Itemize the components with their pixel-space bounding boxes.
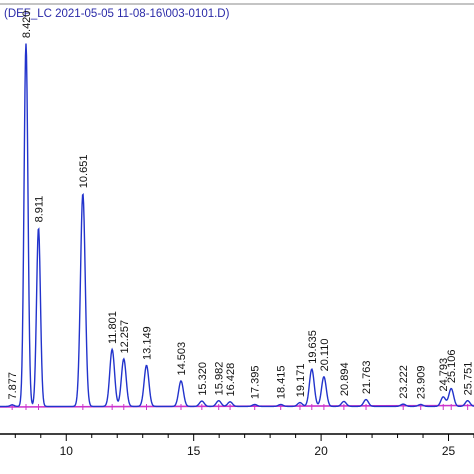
- peak-label: 7.877: [7, 372, 19, 400]
- peak-label: 25.106: [446, 349, 458, 383]
- peak-label: 15.320: [197, 362, 209, 396]
- peak-label: 17.395: [250, 365, 262, 399]
- peak-label: 10.651: [78, 155, 90, 189]
- peak-label: 23.909: [416, 365, 428, 399]
- peak-label: 20.894: [339, 362, 351, 396]
- peak-label: 16.428: [225, 363, 237, 397]
- header-title: (DEF_LC 2021-05-05 11-08-16\003-0101.D): [4, 8, 230, 20]
- peak-label: 19.171: [295, 364, 307, 398]
- x-tick-label: 20: [314, 444, 328, 458]
- peak-label: 20.110: [319, 339, 331, 372]
- peak-label: 21.763: [361, 361, 373, 395]
- peak-label: 24.793: [438, 358, 450, 392]
- peak-label: 15.982: [214, 362, 226, 396]
- x-tick-label: 15: [187, 444, 201, 458]
- peak-label: 12.257: [119, 320, 131, 354]
- plot-area: 7.877 8.420 8.911 10.651 11.801 12.257 13.149 1…: [0, 11, 474, 458]
- peak-label: 8.420: [21, 11, 33, 39]
- peak-label: 11.801: [107, 311, 119, 344]
- peak-labels: 7.877 8.420 8.911 10.651 11.801 12.257 13.149 1…: [7, 11, 474, 400]
- peak-label: 8.911: [34, 196, 46, 223]
- peak-label: 14.503: [176, 342, 188, 376]
- peak-label: 19.635: [307, 330, 319, 364]
- peak-label: 23.222: [398, 365, 410, 399]
- x-tick-label: 25: [442, 444, 456, 458]
- peak-label: 13.149: [142, 326, 154, 360]
- chromatogram-trace: [0, 43, 474, 408]
- x-tick-label: 10: [60, 444, 74, 458]
- peak-label: 18.415: [276, 365, 288, 399]
- x-ticks: 10 15 20 25: [14, 434, 474, 458]
- integration-markers: [11, 404, 469, 410]
- peak-label: 25.751: [463, 362, 474, 396]
